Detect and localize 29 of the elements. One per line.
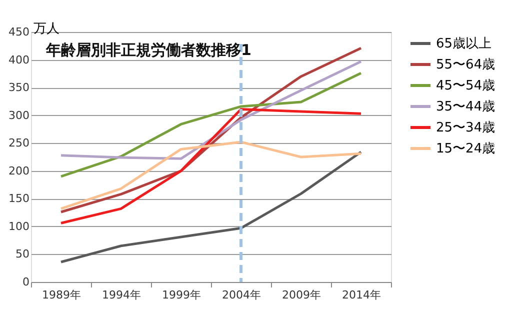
x-tick-label: 1999年 <box>162 288 201 302</box>
y-tick-label: 300 <box>8 108 30 122</box>
y-tick-label: 50 <box>16 248 30 261</box>
line-series <box>60 108 362 224</box>
y-axis-title: 万人 <box>34 22 60 36</box>
x-tick-label: 1989年 <box>42 288 81 302</box>
legend-label: 35〜44歳 <box>436 100 496 114</box>
y-tick-label: 450 <box>8 26 30 38</box>
legend-label: 55〜64歳 <box>436 58 496 72</box>
x-tick-label: 1994年 <box>102 288 141 302</box>
legend-label: 65歳以上 <box>436 36 492 52</box>
y-tick-label: 150 <box>8 192 30 206</box>
legend-label: 15〜24歳 <box>436 142 496 156</box>
x-tick-label: 2014年 <box>342 288 381 302</box>
x-tick-label: 2009年 <box>282 288 321 302</box>
legend-label: 45〜54歳 <box>436 78 496 94</box>
legend-label: 25〜34歳 <box>436 120 496 136</box>
y-tick-label: 400 <box>8 53 30 66</box>
line-series <box>60 140 362 210</box>
line-series <box>60 150 362 264</box>
y-tick-label: 100 <box>8 220 30 233</box>
y-tick-label: 350 <box>8 81 30 94</box>
y-tick-label: 250 <box>8 136 30 150</box>
y-tick-label: 200 <box>8 164 30 178</box>
y-tick-label: 0 <box>22 276 30 288</box>
text: 年齢層別非正規労働者数推移1 <box>45 41 252 59</box>
x-tick-label: 2004年 <box>222 288 261 302</box>
line-series <box>60 72 362 178</box>
line-series <box>60 60 362 160</box>
